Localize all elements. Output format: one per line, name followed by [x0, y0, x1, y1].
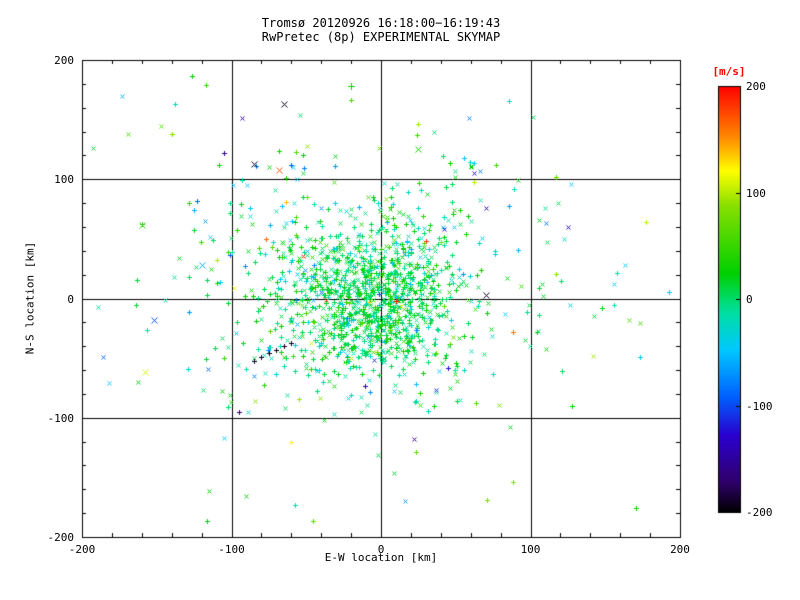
x-tick-label: 0 [377, 543, 385, 556]
x-tick-label: 200 [670, 543, 690, 556]
y-tick-label: -100 [47, 411, 75, 425]
x-tick-label: -100 [218, 543, 245, 556]
plot-title: Tromsø 20120926 16:18:00−16:19:43 [261, 16, 501, 30]
colorbar-unit-label: [m/s] [712, 65, 746, 78]
y-tick-label: 200 [54, 54, 74, 67]
colorbar-tick-label: 100 [746, 186, 766, 200]
y-tick-label: 0 [67, 292, 74, 306]
x-tick-label: -200 [68, 543, 96, 556]
y-tick-label: 100 [54, 173, 74, 187]
colorbar-tick-label: -200 [746, 506, 773, 519]
plot-subtitle: RwPretec (8p) EXPERIMENTAL SKYMAP [261, 30, 501, 44]
x-axis-label: E-W location [km] [324, 551, 438, 564]
colorbar-tick-label: -100 [746, 399, 773, 413]
y-tick-label: -200 [47, 531, 75, 544]
x-tick-label: 100 [520, 543, 541, 556]
colorbar-tick-label: 200 [746, 80, 766, 93]
colorbar-tick-label: 0 [746, 293, 753, 306]
